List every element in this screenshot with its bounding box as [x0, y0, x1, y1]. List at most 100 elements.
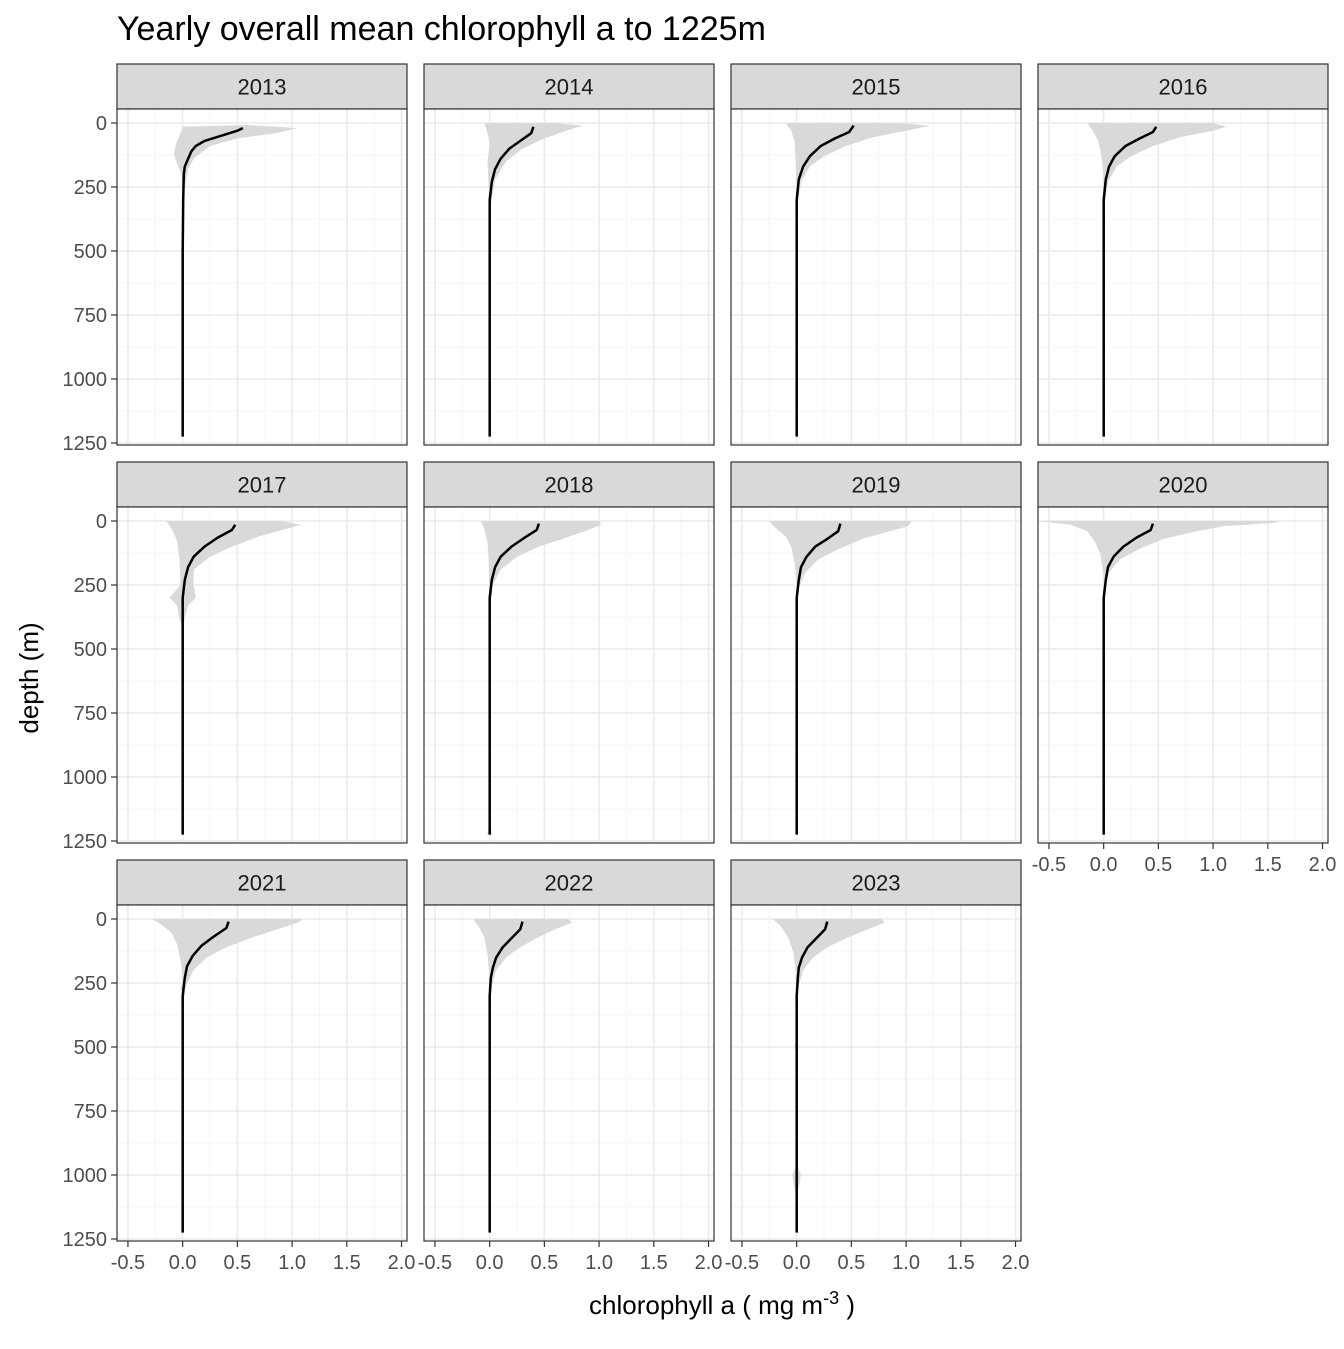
facet-panel-2019: 2019 [730, 461, 1022, 844]
x-tick-label: 2.0 [695, 1252, 723, 1274]
facet-panel-2021: 2021 0 250 500 750 1000 1250-0.5 0.0 0.5 1.0 1.5 2.… [63, 859, 416, 1274]
x-tick-label: -0.5 [1032, 854, 1066, 876]
x-axis-title-suffix: ) [839, 1290, 855, 1320]
x-axis-title: chlorophyll a ( mg m-3 ) [589, 1288, 855, 1320]
x-tick-label: 0.0 [476, 1252, 504, 1274]
y-tick-label: 0 [96, 113, 107, 135]
y-tick-label: 0 [96, 909, 107, 931]
x-tick-label: 1.0 [278, 1252, 306, 1274]
mean-profile-line-2023 [795, 921, 829, 1233]
mean-profile-line-2015 [795, 124, 855, 437]
panel-border [116, 904, 408, 1242]
x-tick-label: 1.5 [947, 1252, 975, 1274]
x-tick-label: 1.5 [333, 1252, 361, 1274]
y-tick-label: 1250 [63, 831, 108, 853]
panel-border [423, 904, 715, 1242]
panel-border [423, 108, 715, 446]
mean-profile-line-2017 [181, 524, 237, 835]
x-tick-label: 1.0 [585, 1252, 613, 1274]
mean-profile-line-2013 [181, 126, 244, 437]
range-band-2016 [1087, 123, 1227, 437]
panel-border [423, 506, 715, 844]
range-band-2015 [785, 123, 931, 437]
x-tick-label: 0.0 [169, 1252, 197, 1274]
panel-border [730, 506, 1022, 844]
panel-background [1038, 109, 1328, 445]
x-tick-label: 1.5 [1254, 854, 1282, 876]
facet-panel-2018: 2018 [423, 461, 715, 844]
y-tick-label: 0 [96, 511, 107, 533]
y-tick-label: 500 [74, 639, 107, 661]
facet-panel-2023: 2023 -0.5 0.0 0.5 1.0 1.5 2.0 [725, 859, 1030, 1274]
facet-panel-2015: 2015 [730, 63, 1022, 446]
panel-border [116, 108, 408, 446]
y-tick-label: 1000 [63, 1165, 108, 1187]
facet-strip-label: 2018 [545, 473, 594, 498]
facet-panel-2014: 2014 [423, 63, 715, 446]
x-tick-label: 1.0 [1199, 854, 1227, 876]
panel-background [424, 507, 714, 843]
facet-strip-label: 2021 [238, 871, 287, 896]
y-tick-label: 1000 [63, 767, 108, 789]
mean-profile-line-2014 [488, 126, 535, 437]
x-tick-label: 0.0 [783, 1252, 811, 1274]
x-tick-label: -0.5 [111, 1252, 145, 1274]
x-tick-label: 0.5 [530, 1252, 558, 1274]
facet-strip [116, 859, 408, 906]
y-tick-label: 750 [74, 1101, 107, 1123]
panel-border [116, 506, 408, 844]
facet-strip-label: 2020 [1159, 473, 1208, 498]
panel-background [424, 109, 714, 445]
y-axis-title: depth (m) [14, 622, 44, 733]
x-tick-label: -0.5 [725, 1252, 759, 1274]
panel-background [117, 507, 407, 843]
x-axis-title-superscript: -3 [823, 1288, 839, 1308]
facet-strip-label: 2013 [238, 75, 287, 100]
y-tick-label: 1000 [63, 369, 108, 391]
mean-profile-line-2019 [795, 523, 842, 835]
panel-background [1038, 507, 1328, 843]
mean-profile-line-2020 [1102, 523, 1155, 835]
facet-strip-label: 2023 [852, 871, 901, 896]
panel-background [117, 109, 407, 445]
y-tick-label: 250 [74, 973, 107, 995]
facet-panels: 2013 0 250 500 750 1000 1250 2014 2015 2016 2017 0 2… [63, 63, 1336, 1274]
mean-profile-line-2016 [1102, 126, 1158, 437]
y-tick-label: 1250 [63, 1229, 108, 1251]
facet-strip [730, 859, 1022, 906]
mean-profile-line-2022 [488, 921, 524, 1233]
x-tick-label: -0.5 [418, 1252, 452, 1274]
range-band-2017 [166, 521, 301, 835]
facet-strip-label: 2017 [238, 473, 287, 498]
y-tick-label: 500 [74, 1037, 107, 1059]
facet-strip-label: 2019 [852, 473, 901, 498]
x-tick-label: 2.0 [388, 1252, 416, 1274]
x-axis-title-main: chlorophyll a ( mg m [589, 1290, 823, 1320]
facet-strip [423, 461, 715, 508]
panel-border [1037, 506, 1329, 844]
x-tick-label: 0.5 [1144, 854, 1172, 876]
x-tick-label: 0.0 [1090, 854, 1118, 876]
x-tick-label: 1.0 [892, 1252, 920, 1274]
panel-background [731, 109, 1021, 445]
panel-border [1037, 108, 1329, 446]
x-tick-label: 0.5 [837, 1252, 865, 1274]
facet-strip [116, 461, 408, 508]
range-band-2018 [480, 521, 602, 835]
panel-background [117, 905, 407, 1241]
x-tick-label: 2.0 [1002, 1252, 1030, 1274]
panel-background [424, 905, 714, 1241]
facet-strip [1037, 63, 1329, 110]
facet-strip [730, 461, 1022, 508]
facet-panel-2016: 2016 [1037, 63, 1329, 446]
range-band-2014 [484, 123, 583, 437]
y-tick-label: 250 [74, 177, 107, 199]
facet-strip [1037, 461, 1329, 508]
y-tick-label: 1250 [63, 433, 108, 455]
y-tick-label: 250 [74, 575, 107, 597]
facet-panel-2022: 2022 -0.5 0.0 0.5 1.0 1.5 2.0 [418, 859, 723, 1274]
range-band-2013 [173, 125, 298, 437]
chart-title: Yearly overall mean chlorophyll a to 122… [117, 10, 766, 48]
x-tick-label: 1.5 [640, 1252, 668, 1274]
